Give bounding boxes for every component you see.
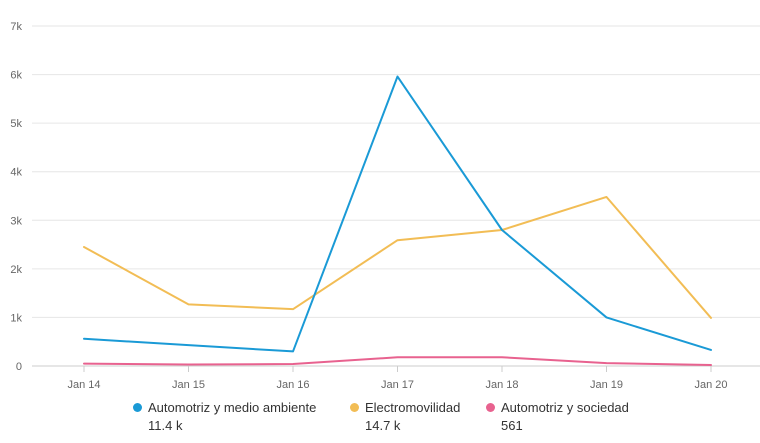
legend-total: 11.4 k <box>148 418 183 433</box>
series-line-1[interactable] <box>83 195 712 319</box>
x-tick-label: Jan 14 <box>67 379 100 391</box>
y-tick-label: 2k <box>10 264 22 276</box>
y-tick-label: 6k <box>10 70 22 82</box>
y-axis: 0 1k 2k 3k 4k 5k 6k 7k <box>10 21 22 373</box>
series-line-2[interactable] <box>83 356 712 367</box>
y-tick-label: 1k <box>10 312 22 324</box>
y-tick-label: 4k <box>10 167 22 179</box>
legend-item-automotriz-sociedad[interactable]: Automotriz y sociedad 561 <box>486 400 629 433</box>
legend-swatch <box>350 403 359 412</box>
gridlines <box>32 25 760 367</box>
x-tick-label: Jan 18 <box>485 379 518 391</box>
y-tick-label: 3k <box>10 215 22 227</box>
legend-label: Automotriz y medio ambiente <box>148 400 317 415</box>
x-tick-label: Jan 20 <box>694 379 727 391</box>
legend-swatch <box>133 403 142 412</box>
x-tick-label: Jan 17 <box>381 379 414 391</box>
y-tick-label: 5k <box>10 118 22 130</box>
series-lines <box>83 75 712 367</box>
legend-label: Electromovilidad <box>365 400 461 415</box>
legend-label: Automotriz y sociedad <box>501 400 629 415</box>
x-tick-label: Jan 19 <box>590 379 623 391</box>
series-line-0[interactable] <box>83 75 712 353</box>
x-tick-label: Jan 16 <box>276 379 309 391</box>
legend-total: 14.7 k <box>365 418 401 433</box>
x-tick-label: Jan 15 <box>172 379 205 391</box>
y-tick-label: 7k <box>10 21 22 33</box>
y-tick-label: 0 <box>16 361 22 373</box>
legend-item-automotriz-medio-ambiente[interactable]: Automotriz y medio ambiente 11.4 k <box>133 400 316 433</box>
line-chart: 0 1k 2k 3k 4k 5k 6k 7k Jan 14 Jan 15 Jan 16 Jan 17… <box>10 21 760 391</box>
legend-total: 561 <box>501 418 523 433</box>
legend: Automotriz y medio ambiente 11.4 k Elect… <box>0 400 760 440</box>
legend-swatch <box>486 403 495 412</box>
x-axis: Jan 14 Jan 15 Jan 16 Jan 17 Jan 18 Jan 19 Jan … <box>67 366 728 391</box>
legend-item-electromovilidad[interactable]: Electromovilidad 14.7 k <box>350 400 460 433</box>
